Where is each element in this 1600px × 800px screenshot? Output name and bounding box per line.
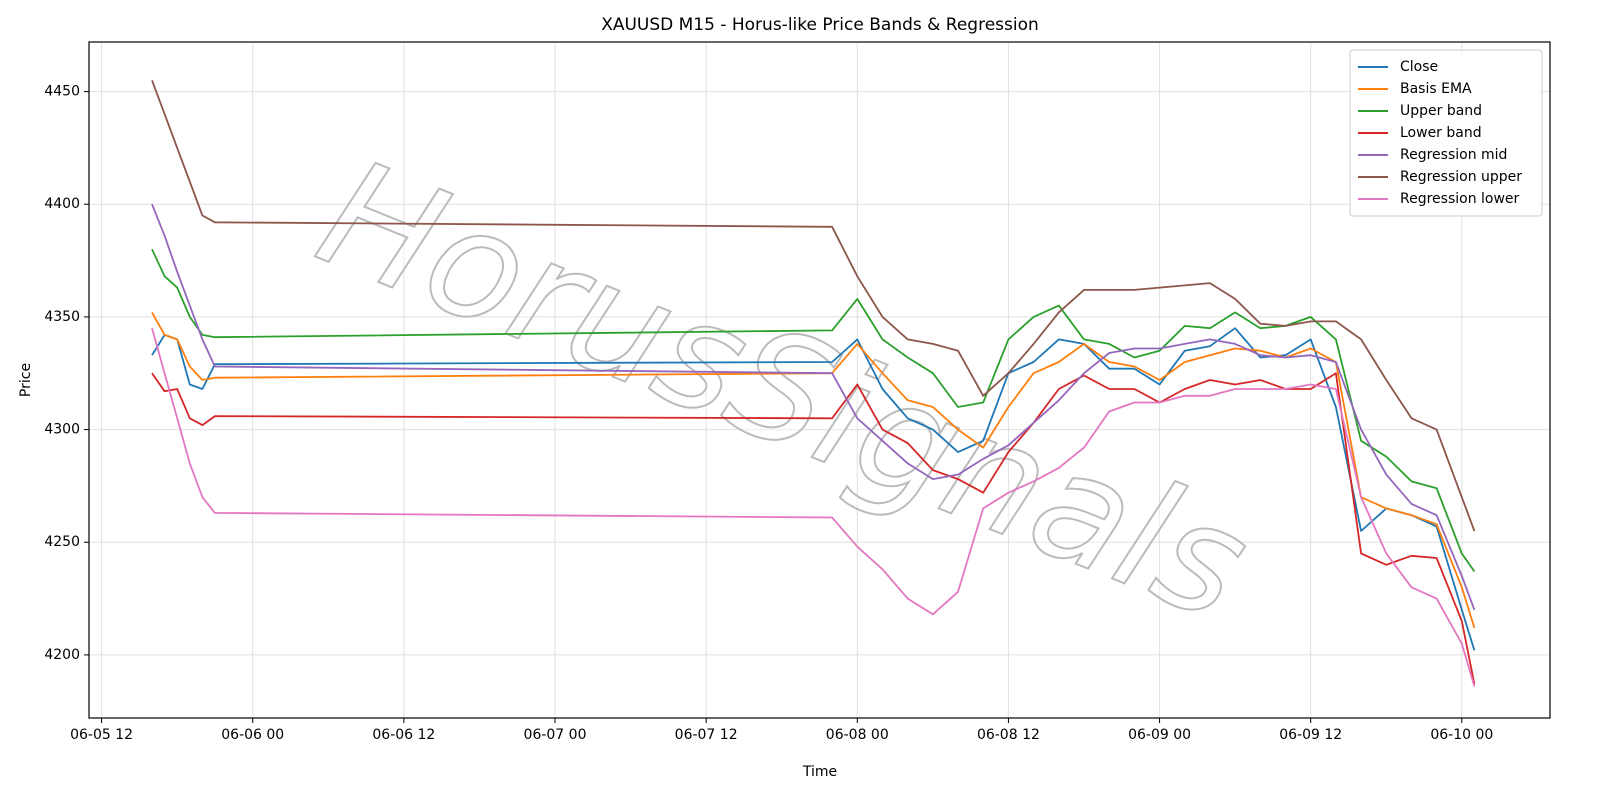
x-tick-label: 06-07 00 bbox=[524, 727, 587, 743]
legend-label: Upper band bbox=[1400, 103, 1482, 119]
plot-frame bbox=[88, 41, 1551, 719]
legend-box bbox=[1349, 49, 1543, 217]
x-tick-label: 06-09 12 bbox=[1279, 727, 1342, 743]
y-tick-label: 4200 bbox=[44, 647, 80, 663]
legend-label: Regression upper bbox=[1400, 169, 1522, 185]
y-tick-label: 4250 bbox=[44, 534, 80, 550]
y-tick-label: 4450 bbox=[44, 84, 80, 100]
y-tick-label: 4350 bbox=[44, 309, 80, 325]
series-line bbox=[151, 311, 1476, 629]
x-tick-label: 06-06 12 bbox=[372, 727, 435, 743]
chart-title: XAUUSD M15 - Horus-like Price Bands & Re… bbox=[601, 15, 1039, 35]
x-tick-label: 06-06 00 bbox=[221, 727, 284, 743]
legend-label: Regression mid bbox=[1400, 147, 1507, 163]
series-line bbox=[151, 79, 1476, 532]
x-tick-label: 06-10 00 bbox=[1430, 727, 1493, 743]
y-tick-label: 4400 bbox=[44, 196, 80, 212]
series-line bbox=[151, 372, 1476, 685]
x-tick-label: 06-05 12 bbox=[70, 727, 133, 743]
x-tick-label: 06-07 12 bbox=[675, 727, 738, 743]
series-line bbox=[151, 203, 1476, 611]
series-line bbox=[151, 327, 1476, 687]
x-axis-label: Time bbox=[802, 764, 837, 780]
x-tick-label: 06-09 00 bbox=[1128, 727, 1191, 743]
legend-label: Regression lower bbox=[1400, 191, 1520, 207]
legend-label: Basis EMA bbox=[1400, 81, 1472, 97]
y-tick-label: 4300 bbox=[44, 422, 80, 438]
x-tick-label: 06-08 00 bbox=[826, 727, 889, 743]
legend-label: Close bbox=[1400, 59, 1438, 75]
y-axis-label: Price bbox=[18, 363, 34, 397]
watermark: HorusSignals bbox=[298, 127, 1270, 655]
legend-label: Lower band bbox=[1400, 125, 1482, 141]
x-tick-label: 06-08 12 bbox=[977, 727, 1040, 743]
